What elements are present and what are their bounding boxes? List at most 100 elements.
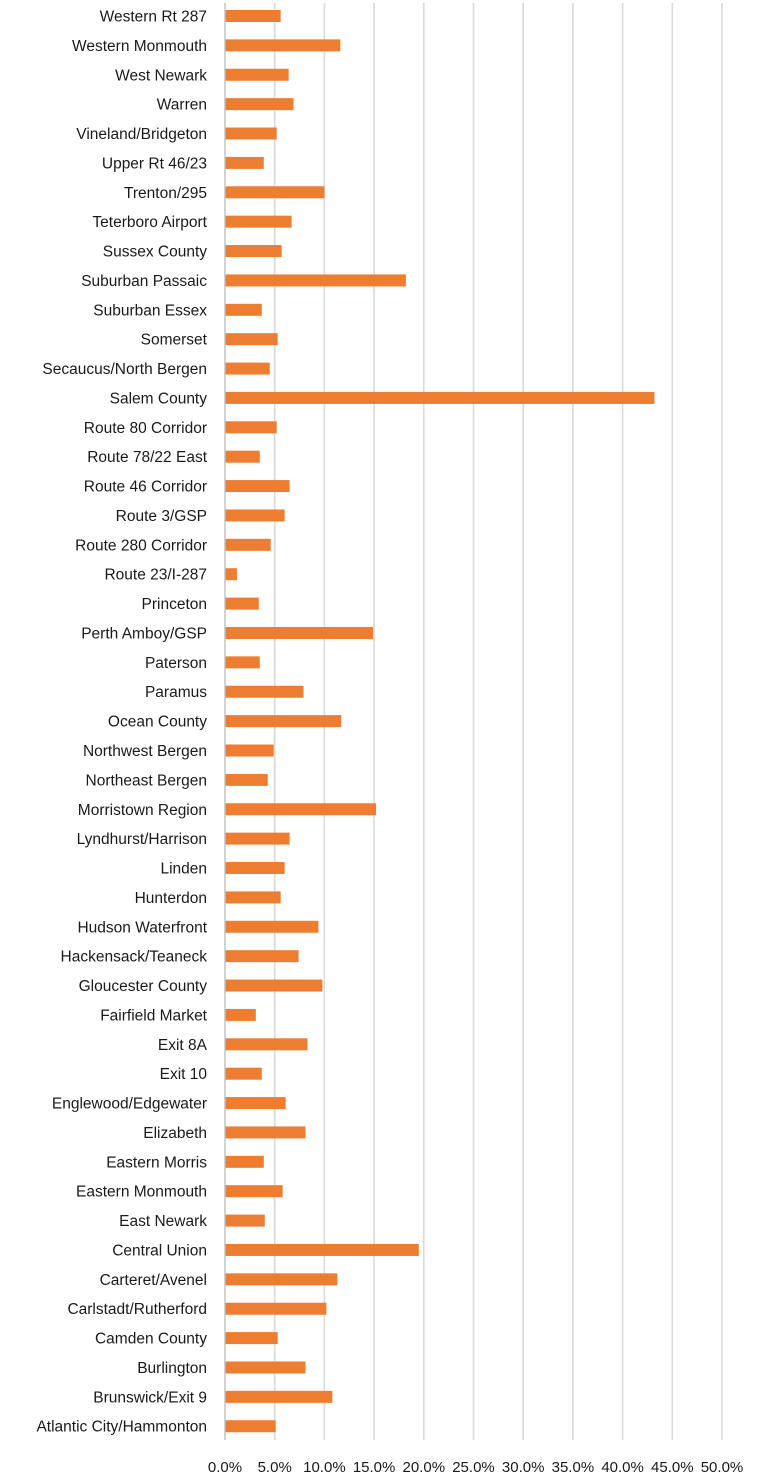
category-label: Hudson Waterfront xyxy=(77,919,207,936)
category-label: Route 46 Corridor xyxy=(84,479,207,496)
x-tick-label: 25.0% xyxy=(452,1459,495,1476)
category-label: Central Union xyxy=(112,1242,207,1259)
category-label: Route 280 Corridor xyxy=(75,537,207,554)
category-label: Upper Rt 46/23 xyxy=(102,155,207,172)
category-label: Eastern Morris xyxy=(106,1154,207,1171)
category-label: Lyndhurst/Harrison xyxy=(77,831,207,848)
x-tick-label: 50.0% xyxy=(701,1459,744,1476)
x-tick-label: 15.0% xyxy=(353,1459,396,1476)
category-label: Elizabeth xyxy=(143,1125,207,1142)
category-label: Secaucus/North Bergen xyxy=(42,361,207,378)
category-label: Ocean County xyxy=(108,714,207,731)
x-tick-label: 0.0% xyxy=(208,1459,242,1476)
x-tick-label: 5.0% xyxy=(258,1459,292,1476)
category-label: Northwest Bergen xyxy=(83,743,207,760)
bar xyxy=(225,979,323,992)
category-label: Somerset xyxy=(141,332,208,349)
bar xyxy=(225,391,655,404)
bar xyxy=(225,656,260,669)
bar xyxy=(225,127,277,140)
category-label: Gloucester County xyxy=(79,978,208,995)
bar xyxy=(225,1420,276,1433)
bar xyxy=(225,1155,264,1168)
bar xyxy=(225,803,377,816)
bar xyxy=(225,245,282,258)
bar xyxy=(225,362,270,375)
category-label: Route 78/22 East xyxy=(87,449,207,466)
bar xyxy=(225,1273,338,1286)
bar xyxy=(225,685,304,698)
bar xyxy=(225,950,299,963)
category-label: Vineland/Bridgeton xyxy=(76,126,207,143)
bar xyxy=(225,303,262,316)
bar xyxy=(225,1361,306,1374)
category-label: Paramus xyxy=(145,684,207,701)
bar xyxy=(225,597,259,610)
category-label: Salem County xyxy=(110,390,208,407)
bar xyxy=(225,1097,286,1110)
bar xyxy=(225,1214,265,1227)
category-label: Englewood/Edgewater xyxy=(52,1096,207,1113)
category-label: Brunswick/Exit 9 xyxy=(93,1389,207,1406)
x-tick-labels: 0.0% 5.0% 10.0% 15.0% 20.0% 25.0% 30.0% 35.0% 40… xyxy=(208,1459,743,1476)
category-label: Suburban Passaic xyxy=(81,273,207,290)
category-label: Perth Amboy/GSP xyxy=(81,625,207,642)
bar xyxy=(225,744,274,757)
category-label: Route 23/I-287 xyxy=(104,567,207,584)
category-label: Hunterdon xyxy=(135,890,207,907)
bar xyxy=(225,1243,419,1256)
category-label: Sussex County xyxy=(103,244,207,261)
bar xyxy=(225,715,342,728)
bar xyxy=(225,215,292,228)
bar xyxy=(225,39,341,52)
bar xyxy=(225,920,319,933)
bar xyxy=(225,1185,283,1198)
bar xyxy=(225,862,285,875)
category-label: Paterson xyxy=(145,655,207,672)
bar xyxy=(225,1332,278,1345)
bar xyxy=(225,1038,308,1051)
bar xyxy=(225,68,289,81)
category-label: Princeton xyxy=(142,596,207,613)
x-tick-label: 20.0% xyxy=(403,1459,446,1476)
category-label: Western Monmouth xyxy=(72,38,207,55)
category-label: Teterboro Airport xyxy=(92,214,207,231)
bar xyxy=(225,509,285,522)
category-label: Burlington xyxy=(137,1360,207,1377)
bar xyxy=(225,274,406,287)
bar xyxy=(225,10,281,22)
bar xyxy=(225,480,290,493)
category-label: Morristown Region xyxy=(78,802,207,819)
category-label: Northeast Bergen xyxy=(86,772,208,789)
x-tick-label: 45.0% xyxy=(651,1459,694,1476)
category-label: Fairfield Market xyxy=(100,1007,207,1024)
category-label: West Newark xyxy=(115,67,207,84)
bar xyxy=(225,156,264,169)
category-label: East Newark xyxy=(119,1213,207,1230)
gridlines xyxy=(273,3,723,1440)
bar xyxy=(225,98,294,111)
category-label: Route 3/GSP xyxy=(116,508,207,525)
category-label: Eastern Monmouth xyxy=(76,1184,207,1201)
bar xyxy=(225,568,237,581)
bar xyxy=(225,773,268,786)
bar xyxy=(225,1008,256,1021)
category-label: Linden xyxy=(160,861,207,878)
bar xyxy=(225,1302,327,1315)
x-tick-label: 40.0% xyxy=(601,1459,644,1476)
category-labels: Western Rt 287 Western Monmouth West Newar… xyxy=(36,9,207,1436)
category-label: Exit 10 xyxy=(160,1066,208,1083)
bar xyxy=(225,186,325,199)
bar xyxy=(225,1390,333,1403)
category-label: Warren xyxy=(157,97,207,114)
category-label: Carteret/Avenel xyxy=(100,1272,207,1289)
category-label: Western Rt 287 xyxy=(100,9,207,26)
bar xyxy=(225,421,277,434)
bar xyxy=(225,1067,262,1080)
bar xyxy=(225,450,260,463)
bar xyxy=(225,1126,306,1139)
bar xyxy=(225,891,281,904)
x-tick-label: 10.0% xyxy=(303,1459,346,1476)
